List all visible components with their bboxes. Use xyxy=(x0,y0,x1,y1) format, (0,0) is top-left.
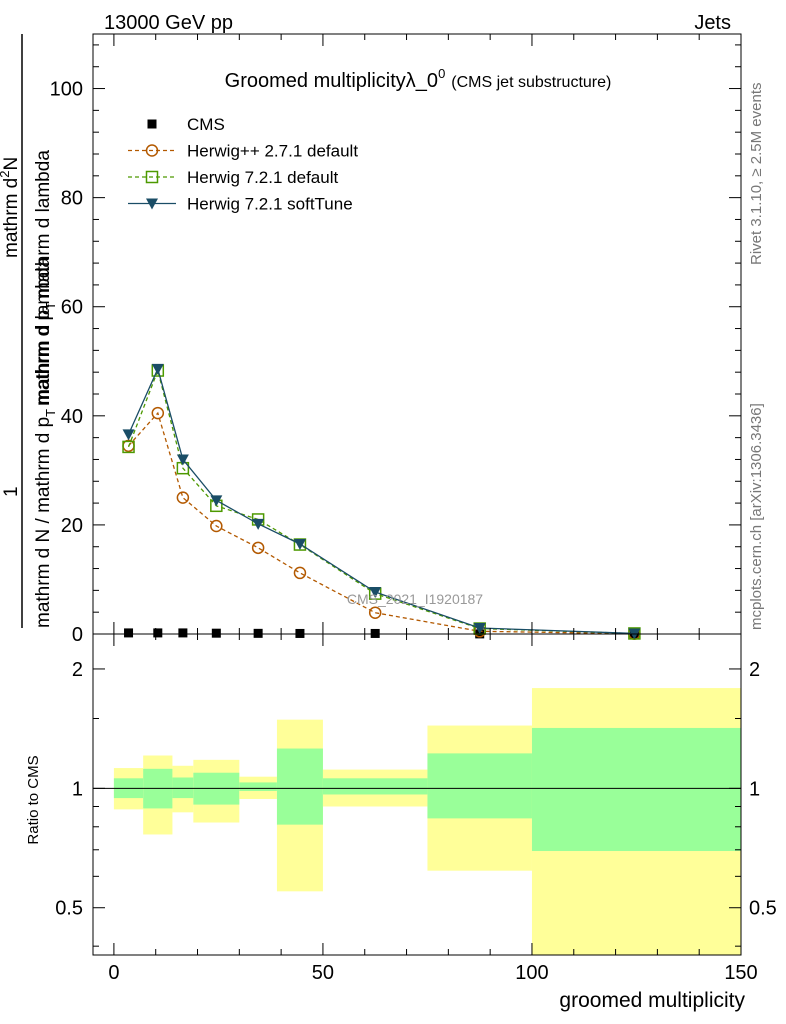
data-point xyxy=(210,519,223,533)
ratio-bands-layer xyxy=(113,688,741,955)
ratio-ytick-label-right: 0.5 xyxy=(749,898,777,920)
mcplots-label: mcplots.cern.ch [arXiv:1306.3436] xyxy=(748,403,765,630)
chart-title-sup: 0 xyxy=(438,66,445,81)
xtick-label: 150 xyxy=(724,962,757,984)
header-right: Jets xyxy=(694,12,731,34)
x-axis-label: groomed multiplicity xyxy=(559,989,745,1012)
ytick-label: 100 xyxy=(50,79,83,101)
ylabel-denominator: mathrm d N / mathrm d pTmathrm d lambda xyxy=(33,257,58,628)
ratio-ytick-label-left: 0.5 xyxy=(55,898,83,920)
ratio-ytick-label-right: 2 xyxy=(749,659,760,681)
ytick-label: 40 xyxy=(61,406,83,428)
data-point xyxy=(252,518,265,530)
legend: CMS Herwig++ 2.7.1 default Herwig 7.2.1 de… xyxy=(128,115,358,214)
chart-title-sub: (CMS jet substructure) xyxy=(451,74,611,91)
data-point xyxy=(293,566,307,580)
xtick-label: 50 xyxy=(312,962,334,984)
legend-label: Herwig 7.2.1 default xyxy=(187,168,338,187)
data-point xyxy=(122,429,135,441)
ratio-ytick-label-left: 1 xyxy=(72,778,83,800)
series-line xyxy=(128,411,635,635)
data-point xyxy=(122,440,135,454)
ratio-frame xyxy=(92,633,742,956)
ytick-label: 0 xyxy=(72,624,83,646)
rivet-label: Rivet 3.1.10, ≥ 2.5M events xyxy=(748,83,765,266)
ratio-panel: 0.5 0.5 1 1 2 2 0 50 100 150 Ratio to CMS groomed… xyxy=(25,633,777,1012)
series-3 xyxy=(122,363,641,640)
ytick-label: 20 xyxy=(61,515,83,537)
data-point xyxy=(176,454,189,466)
data-point xyxy=(210,495,223,507)
ratio-stat-band xyxy=(531,727,741,852)
data-point xyxy=(368,606,382,619)
data-point xyxy=(151,406,165,420)
ylabel-one: 1 xyxy=(1,486,22,497)
data-point xyxy=(473,623,486,634)
ratio-ytick-label-right: 1 xyxy=(749,778,760,800)
data-point xyxy=(370,628,380,638)
ratio-ylabel: Ratio to CMS xyxy=(25,755,42,844)
main-ylabel: mathrm d N / mathrm d pTmathrm d lambda … xyxy=(0,34,58,628)
data-point xyxy=(151,363,164,375)
ylabel-middle: mathrm d pTmathrm d lambda xyxy=(33,150,58,406)
legend-marker xyxy=(145,144,159,157)
ratio-stat-band xyxy=(276,748,323,825)
ratio-stat-band xyxy=(322,778,428,795)
chart-title: Groomed multiplicityλ_00 (CMS jet substru… xyxy=(225,66,612,92)
main-series-layer xyxy=(122,363,641,640)
data-point xyxy=(251,541,265,555)
data-point xyxy=(295,628,305,638)
ratio-stat-band xyxy=(172,777,194,799)
data-point xyxy=(124,628,134,638)
data-point xyxy=(369,587,382,598)
legend-label: CMS xyxy=(187,115,225,134)
ratio-stat-band xyxy=(427,753,532,819)
xtick-label: 0 xyxy=(108,962,119,984)
data-point xyxy=(293,539,306,550)
chart-title-main: Groomed multiplicityλ_0 xyxy=(225,70,438,92)
data-point xyxy=(211,628,221,638)
data-point xyxy=(253,628,263,638)
data-point xyxy=(153,628,163,638)
ratio-stat-band xyxy=(239,782,277,791)
legend-marker xyxy=(147,119,157,129)
legend-label: Herwig 7.2.1 softTune xyxy=(187,195,353,214)
data-point xyxy=(176,491,190,504)
series-0 xyxy=(124,628,639,639)
ratio-ytick-label-left: 2 xyxy=(72,659,83,681)
header-left: 13000 GeV pp xyxy=(104,12,233,34)
legend-label: Herwig++ 2.7.1 default xyxy=(187,142,358,161)
legend-marker xyxy=(145,170,159,184)
ratio-ticks: 0.5 0.5 1 1 2 2 0 50 100 150 xyxy=(55,634,777,984)
xtick-label: 100 xyxy=(515,962,548,984)
ytick-label: 80 xyxy=(61,188,83,210)
watermark: CMS_2021_I1920187 xyxy=(347,591,483,607)
ytick-label: 60 xyxy=(61,297,83,319)
ylabel-numerator: mathrm d2N xyxy=(0,157,22,258)
legend-marker xyxy=(146,198,158,210)
data-point xyxy=(178,628,188,638)
main-ticks: 0 20 40 60 80 100 xyxy=(50,34,742,646)
